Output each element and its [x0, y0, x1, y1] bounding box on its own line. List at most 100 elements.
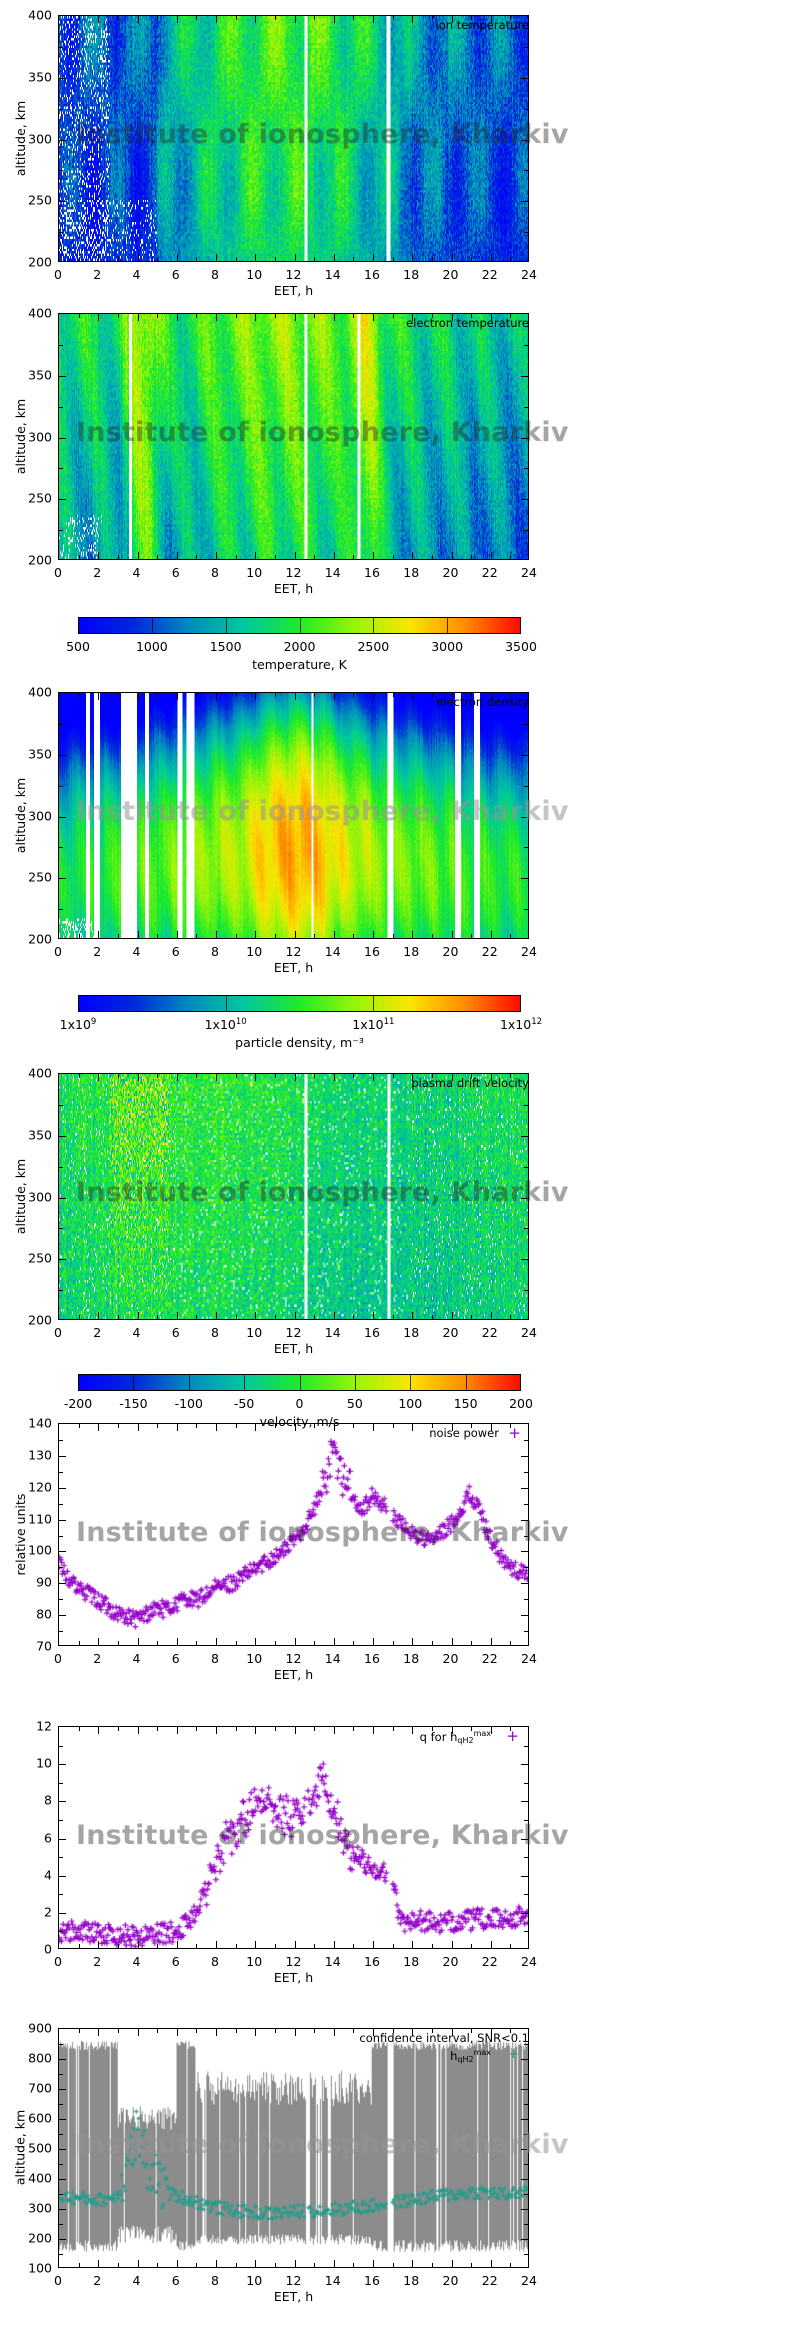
x-minor-tickmark-top — [431, 16, 433, 20]
y-tickmark-right — [521, 77, 528, 79]
x-tickmark-top — [255, 693, 257, 700]
temperature-colorbar-tickmark — [151, 617, 153, 634]
plasma-drift-velocity-ylabel: altitude, km — [12, 1158, 28, 1234]
x-minor-tickmark — [353, 257, 355, 261]
y-minor-tickmark — [59, 2164, 63, 2165]
x-minor-tickmark-top — [510, 1074, 512, 1078]
x-tickmark — [176, 931, 178, 938]
x-tickmark — [137, 552, 139, 559]
y-minor-tickmark-right — [524, 1745, 528, 1747]
electron-density-xtick: 18 — [403, 944, 420, 959]
y-minor-tickmark-right — [524, 344, 528, 346]
x-tickmark-top — [294, 1424, 296, 1431]
electron-temperature-xtick: 24 — [521, 565, 537, 580]
x-minor-tickmark — [196, 2263, 198, 2267]
x-minor-tickmark — [235, 2263, 237, 2267]
x-minor-tickmark — [117, 1944, 119, 1948]
x-tickmark-top — [294, 693, 296, 700]
x-tickmark-top — [255, 314, 257, 321]
electron-temperature-xtick: 10 — [246, 565, 263, 580]
x-minor-tickmark-top — [471, 1424, 473, 1428]
q-title-subscript: qH2 — [457, 1735, 474, 1745]
electron-temperature-ylabel: altitude, km — [12, 398, 28, 474]
noise-power-plot-area — [58, 1423, 529, 1646]
x-minor-tickmark — [78, 257, 80, 261]
x-tickmark — [451, 1312, 453, 1319]
y-tickmark-right — [521, 1764, 528, 1766]
confidence-interval-title: confidence interval, SNR<0.1 — [359, 2031, 529, 2045]
y-minor-tickmark-right — [524, 1104, 528, 1106]
y-minor-tickmark — [59, 1931, 63, 1933]
noise-power-ytick: 80 — [36, 1606, 52, 1622]
x-minor-tickmark-top — [510, 16, 512, 20]
x-tickmark — [137, 254, 139, 261]
x-tickmark-top — [98, 314, 100, 321]
tick-exponent: 12 — [531, 1017, 543, 1027]
y-minor-tickmark-right — [524, 785, 528, 787]
x-tickmark-top — [98, 2029, 100, 2036]
x-tickmark-top — [490, 693, 492, 700]
electron-temperature-canvas — [59, 314, 528, 559]
x-tickmark-top — [333, 2029, 335, 2036]
x-tickmark-top — [373, 1727, 374, 1734]
y-tickmark — [59, 1259, 66, 1261]
x-tickmark-top — [137, 16, 139, 23]
electron-density-xtick: 6 — [171, 944, 180, 959]
noise-power-xtick: 4 — [132, 1651, 141, 1666]
y-tickmark-right — [521, 375, 528, 377]
q-for-hqh2max-canvas — [59, 1727, 528, 1948]
x-tickmark — [451, 1941, 453, 1948]
x-tickmark — [333, 2260, 335, 2267]
y-tickmark — [59, 2239, 66, 2240]
tick-mantissa: 1x10 — [352, 1017, 384, 1033]
noise-power-xtick: 16 — [364, 1651, 380, 1666]
x-tickmark — [216, 254, 217, 261]
q-for-hqh2max-xtick: 24 — [521, 1954, 537, 1969]
hqh2max-text: h — [450, 2048, 458, 2063]
temperature-colorbar-tickmark — [299, 617, 301, 634]
x-minor-tickmark-top — [314, 1074, 316, 1078]
y-tickmark-right — [521, 2089, 528, 2090]
y-minor-tickmark-right — [524, 1631, 528, 1633]
noise-power-xtick: 18 — [403, 1651, 420, 1666]
q-for-hqh2max-title: q for hqH2max — [419, 1729, 491, 1745]
hqh2max-legend-label: hqH2max — [450, 2048, 491, 2064]
y-minor-tickmark — [59, 785, 63, 787]
y-minor-tickmark — [59, 2224, 63, 2225]
tick-exponent: 11 — [383, 1017, 395, 1027]
noise-power-xtick: 24 — [521, 1651, 537, 1666]
x-minor-tickmark — [314, 2263, 316, 2267]
electron-temperature-title: electron temperature — [406, 316, 529, 330]
noise-power-ylabel: relative units — [12, 1493, 28, 1575]
x-minor-tickmark — [196, 555, 198, 559]
q-title-text: q for h — [419, 1729, 458, 1744]
y-minor-tickmark-right — [524, 2074, 528, 2075]
x-tickmark — [451, 2260, 453, 2267]
y-minor-tickmark — [59, 46, 63, 48]
x-minor-tickmark-top — [196, 2029, 198, 2033]
x-tickmark-top — [412, 1074, 414, 1081]
x-tickmark-top — [98, 1074, 100, 1081]
y-minor-tickmark — [59, 468, 63, 470]
x-tickmark — [490, 1638, 492, 1645]
electron-density-xtick: 4 — [132, 944, 141, 959]
x-minor-tickmark — [431, 257, 433, 261]
q-for-hqh2max-ytick: 6 — [44, 1830, 52, 1845]
y-minor-tickmark-right — [524, 1503, 528, 1505]
ion-temperature-ytick: 350 — [28, 69, 52, 85]
q-legend-marker: + — [506, 1727, 519, 1745]
y-tickmark-right — [521, 1838, 528, 1840]
particle-density-colorbar-tick-label: 1x1011 — [352, 1017, 394, 1032]
y-tickmark — [59, 437, 66, 439]
ion-temperature-title: ion temperature — [435, 18, 529, 32]
x-tickmark-top — [490, 1727, 492, 1734]
plasma-drift-velocity-title: plasma drift velocity — [411, 1076, 529, 1090]
x-minor-tickmark — [117, 1641, 119, 1645]
velocity-colorbar-tick-label: 0 — [295, 1396, 304, 1411]
x-tickmark — [490, 931, 492, 938]
x-minor-tickmark — [314, 555, 316, 559]
x-tickmark-top — [412, 314, 414, 321]
x-tickmark-top — [255, 1074, 257, 1081]
x-minor-tickmark-top — [117, 1424, 119, 1428]
y-tickmark — [59, 1455, 66, 1457]
